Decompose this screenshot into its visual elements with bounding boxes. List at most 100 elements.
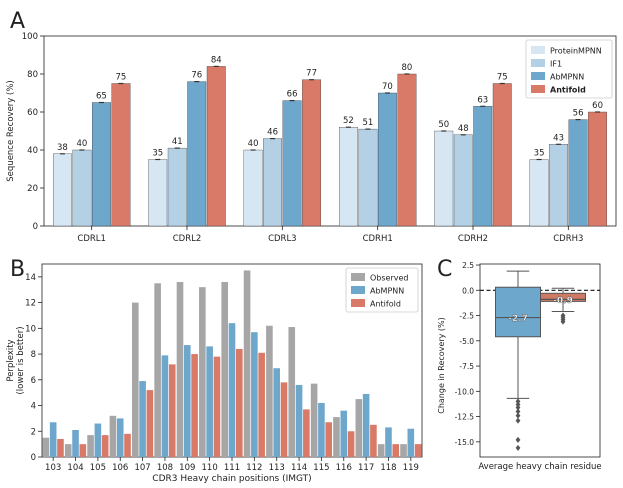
bar — [161, 355, 169, 457]
bar — [370, 424, 377, 457]
y-tick-label: 10 — [25, 324, 36, 334]
bar-value-label: 75 — [116, 73, 127, 83]
y-tick-label: -15.0 — [455, 438, 475, 447]
x-tick-label: 118 — [380, 463, 396, 473]
y-tick-label: 4 — [31, 402, 36, 412]
outlier-point — [515, 408, 521, 415]
panel-b-chart: Perplexity (lower is better) CDR3 Heavy … — [6, 263, 423, 484]
legend-label: Observed — [370, 274, 409, 283]
bar — [385, 427, 392, 457]
bar — [57, 438, 64, 457]
bar — [213, 356, 221, 457]
legend-swatch — [531, 46, 545, 54]
x-tick-label: CDRH2 — [458, 234, 488, 244]
x-tick-label: 114 — [291, 463, 307, 473]
outlier-point — [515, 417, 521, 424]
panel-label-c: C — [437, 257, 452, 282]
bar-value-label: 35 — [534, 149, 545, 159]
bar — [199, 287, 206, 457]
bar — [176, 282, 184, 457]
panel-a-legend: ProteinMPNN IF1 AbMPNN Antifold — [525, 39, 613, 99]
legend-label: Antifold — [550, 86, 586, 95]
x-tick-label: 112 — [246, 463, 262, 473]
y-tick-label: 2.5 — [462, 261, 474, 270]
y-tick-label: 6 — [31, 376, 36, 386]
bar — [206, 66, 226, 227]
bar-value-label: 40 — [77, 139, 88, 149]
bar-value-label: 63 — [477, 95, 488, 105]
bar — [453, 134, 473, 227]
bar — [72, 429, 79, 457]
y-tick-label: 80 — [27, 70, 38, 80]
bar — [318, 402, 325, 457]
bar — [362, 393, 370, 457]
bar — [42, 437, 50, 457]
legend-label: AbMPNN — [370, 287, 404, 296]
bar — [473, 106, 493, 227]
bar — [588, 111, 608, 227]
panel-b-xlabel: CDR3 Heavy chain positions (IMGT) — [152, 474, 311, 484]
bar-value-label: 43 — [553, 133, 564, 143]
bar-value-label: 51 — [363, 118, 374, 128]
bar-value-label: 41 — [172, 137, 183, 147]
bar-value-label: 70 — [382, 82, 393, 92]
y-tick-label: -5.0 — [459, 337, 474, 346]
bar-value-label: 80 — [402, 63, 413, 73]
bar — [79, 444, 87, 457]
legend-swatch — [351, 273, 365, 281]
bar-value-label: 84 — [211, 55, 222, 65]
bar — [87, 435, 94, 457]
x-tick-label: 108 — [157, 463, 173, 473]
bar — [191, 354, 198, 457]
bar — [109, 415, 117, 457]
outlier-point — [560, 318, 566, 325]
bar — [549, 144, 569, 227]
y-tick-label: 8 — [31, 350, 36, 360]
panel-a-frame — [43, 35, 617, 227]
bar-value-label: 60 — [592, 101, 603, 111]
panel-c-frame — [479, 263, 601, 458]
panel-label-b: B — [10, 257, 25, 282]
bar — [434, 130, 454, 227]
outlier-point — [515, 398, 521, 405]
bar — [116, 418, 124, 457]
x-tick-label: 115 — [313, 463, 329, 473]
legend-swatch — [351, 299, 365, 307]
legend-swatch — [531, 72, 545, 80]
bar-value-label: 38 — [57, 143, 68, 153]
x-tick-label: CDRL2 — [173, 234, 202, 244]
x-tick-label: 111 — [224, 463, 240, 473]
bar — [333, 417, 340, 457]
bar — [377, 92, 397, 227]
panel-b-legend: Observed AbMPNN Antifold — [345, 267, 419, 313]
bar-value-label: 50 — [438, 120, 449, 130]
bar-value-label: 75 — [497, 73, 508, 83]
x-tick-label: 116 — [336, 463, 352, 473]
panel-c-xlabel: Average heavy chain residue — [478, 462, 601, 472]
bar — [400, 444, 407, 457]
bar — [206, 346, 213, 457]
bar — [124, 433, 131, 457]
bar — [358, 128, 378, 227]
outlier-point — [515, 401, 521, 408]
x-tick-label: 110 — [202, 463, 218, 473]
legend-label: AbMPNN — [550, 73, 584, 82]
box — [495, 286, 541, 338]
bar-value-label: 77 — [306, 69, 317, 79]
y-tick-label: 60 — [27, 108, 38, 118]
legend-swatch — [531, 59, 545, 67]
x-tick-label: 109 — [179, 463, 195, 473]
bar-value-label: 76 — [191, 71, 202, 81]
y-tick-label: -2.5 — [459, 312, 474, 321]
bar-value-label: 48 — [458, 124, 469, 134]
bar-value-label: 56 — [573, 109, 584, 119]
bar — [340, 410, 348, 457]
x-tick-label: 103 — [45, 463, 61, 473]
y-tick-label: 20 — [27, 184, 38, 194]
bar — [111, 83, 131, 227]
outlier-point — [515, 404, 521, 411]
y-tick-label: 100 — [22, 32, 38, 42]
bar — [72, 149, 92, 227]
outlier-point — [515, 444, 521, 451]
legend-swatch — [531, 85, 545, 93]
